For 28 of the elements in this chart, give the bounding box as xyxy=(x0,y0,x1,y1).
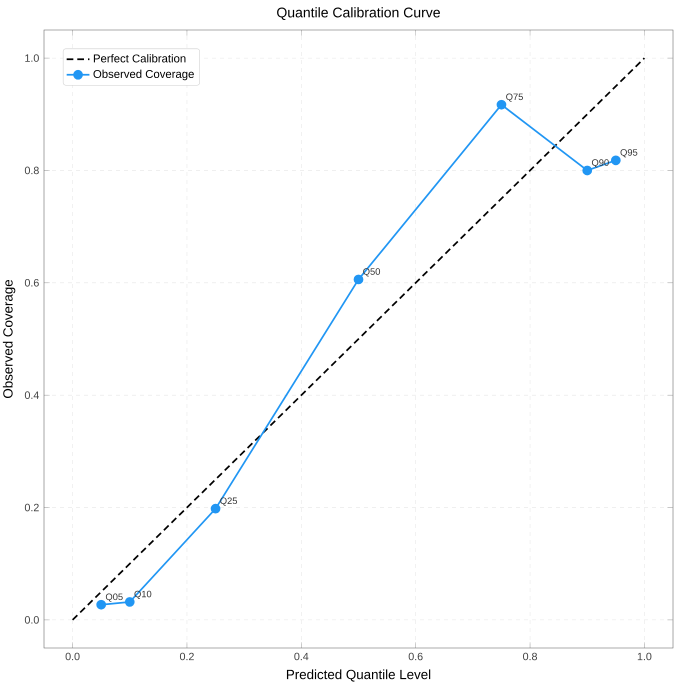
point xyxy=(124,597,135,607)
legend-label: Observed Coverage xyxy=(94,70,194,80)
annotation: Q75 xyxy=(506,94,523,102)
annotation: Q95 xyxy=(620,149,638,158)
y-axis-title: Observed Coverage xyxy=(2,280,16,398)
y-tick-label: 0.4 xyxy=(24,391,39,399)
y-tick-label: 0.2 xyxy=(24,504,39,512)
y-tick-label: 1.0 xyxy=(25,54,39,62)
point xyxy=(96,600,106,610)
point xyxy=(496,100,506,110)
point xyxy=(582,166,592,176)
point xyxy=(610,155,621,166)
y-tick-label: 0.8 xyxy=(24,166,39,174)
x-tick-label: 0.4 xyxy=(294,652,308,660)
y-tick-label: 0.0 xyxy=(24,616,39,624)
x-axis-title: Predicted Quantile Level xyxy=(286,669,430,682)
x-tick-label: 0.0 xyxy=(66,652,80,660)
y-tick-label: 0.6 xyxy=(24,279,39,287)
x-tick-label: 0.8 xyxy=(523,652,537,660)
legend-label: Perfect Calibration xyxy=(94,54,186,62)
annotation: Q25 xyxy=(220,497,238,506)
point xyxy=(210,504,220,514)
annotation: Q05 xyxy=(106,594,123,602)
x-tick-label: 1.0 xyxy=(638,652,652,660)
x-tick-label: 0.2 xyxy=(180,652,194,660)
chart-title: Quantile Calibration Curve xyxy=(277,7,440,20)
x-tick-label: 0.6 xyxy=(408,652,423,660)
point xyxy=(354,274,364,284)
